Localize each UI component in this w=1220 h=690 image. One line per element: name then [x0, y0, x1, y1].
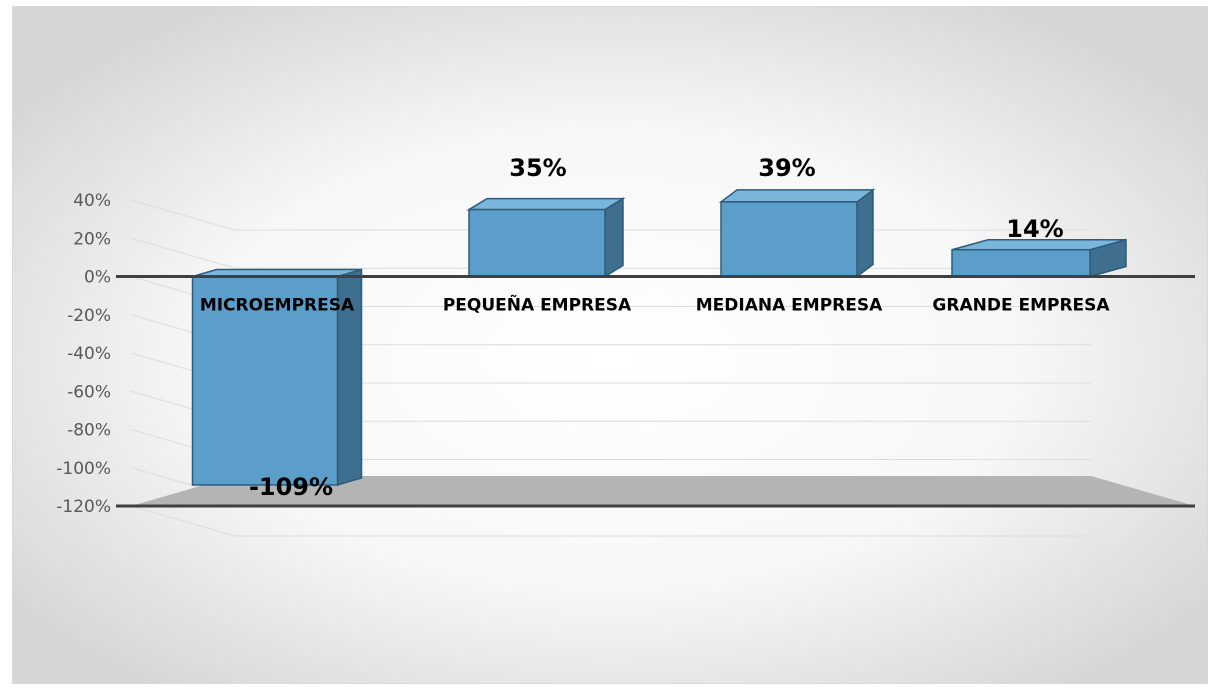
chart-svg: 40% 20% 0% -20% -40% -60% -80% -100% -120% MICRO… [13, 7, 1207, 683]
category-label: MEDIANA EMPRESA [696, 296, 883, 316]
gridline [130, 505, 1091, 537]
y-tick-label: -100% [56, 459, 111, 479]
bar-side [856, 188, 874, 278]
floor-plane [131, 476, 1195, 506]
y-tick-label: 20% [73, 229, 111, 249]
category-label: MICROEMPRESA [200, 296, 355, 316]
bar-side [604, 197, 624, 278]
y-tick-label: -40% [67, 344, 111, 364]
data-label: 35% [509, 154, 566, 182]
y-tick-label: 0% [84, 268, 111, 288]
bar [468, 208, 606, 278]
category-labels: MICROEMPRESA PEQUEÑA EMPRESA MEDIANA EMPRE… [200, 293, 1111, 316]
bar [951, 248, 1091, 278]
axis-lines [116, 275, 1195, 508]
data-label: 14% [1006, 215, 1063, 243]
data-labels: -109% 35% 39% 14% [249, 154, 1064, 501]
bar-top [718, 189, 876, 203]
y-tick-label: 40% [73, 191, 111, 211]
category-label: PEQUEÑA EMPRESA [443, 293, 632, 316]
bar-top [466, 197, 626, 211]
y-tick-label: -20% [67, 306, 111, 326]
category-label: GRANDE EMPRESA [932, 296, 1110, 316]
bar [720, 201, 858, 278]
data-label: -109% [249, 473, 333, 501]
y-axis-ticks: 40% 20% 0% -20% -40% -60% -80% -100% -120% [56, 191, 111, 517]
y-tick-label: -60% [67, 382, 111, 402]
chart-floor [131, 476, 1195, 506]
y-tick-label: -80% [67, 421, 111, 441]
data-label: 39% [758, 154, 815, 182]
chart-frame: 40% 20% 0% -20% -40% -60% -80% -100% -120% MICRO… [12, 6, 1208, 684]
y-tick-label: -120% [56, 497, 111, 517]
